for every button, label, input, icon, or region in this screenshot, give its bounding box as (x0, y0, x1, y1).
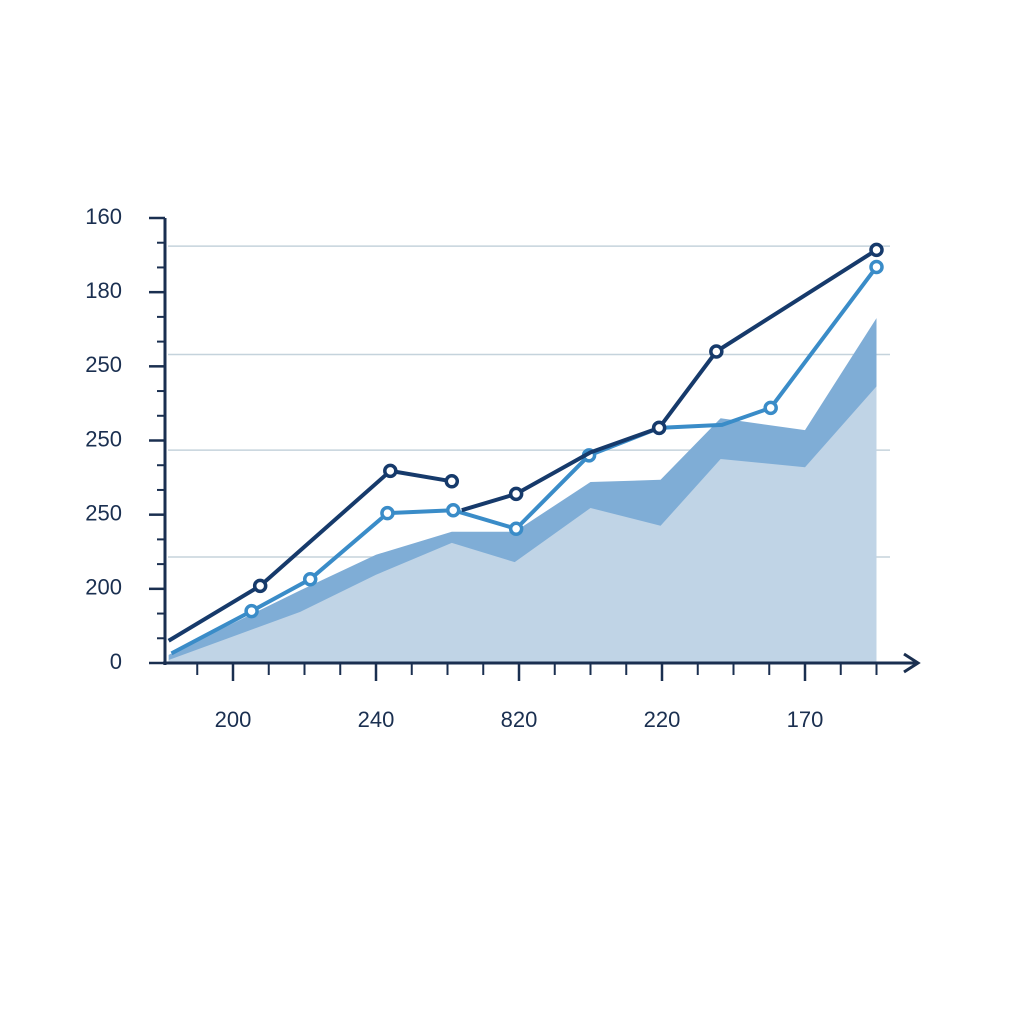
marker (869, 242, 884, 258)
y-tick-label: 180 (85, 278, 122, 303)
y-tick-label: 0 (110, 649, 122, 674)
marker (244, 603, 259, 619)
x-tick-label: 820 (501, 707, 538, 732)
area (168, 386, 877, 663)
x-tick-label: 170 (787, 707, 824, 732)
marker (445, 502, 461, 518)
marker (383, 463, 398, 479)
y-tick-label: 250 (85, 352, 122, 377)
marker (508, 521, 524, 537)
marker (508, 486, 524, 502)
y-tick-label: 200 (85, 575, 122, 600)
marker (709, 344, 724, 359)
line (167, 248, 878, 643)
marker (380, 505, 395, 521)
marker (444, 474, 460, 489)
x-tick-label: 200 (215, 707, 252, 732)
marker (869, 259, 884, 275)
y-tick-label: 250 (85, 500, 122, 525)
y-tick-label: 250 (85, 426, 122, 451)
x-tick-label: 240 (358, 707, 395, 732)
x-tick-label: 220 (644, 707, 681, 732)
x-axis-arrow (903, 652, 921, 674)
marker (252, 578, 268, 594)
marker (763, 400, 778, 416)
y-tick-label: 160 (85, 204, 122, 229)
marker (651, 420, 667, 436)
marker (302, 571, 318, 587)
